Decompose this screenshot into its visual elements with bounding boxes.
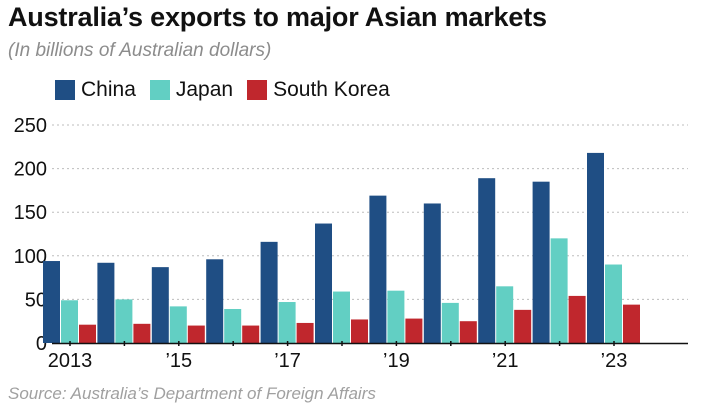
bar-japan (550, 238, 568, 343)
bar-japan (115, 299, 133, 343)
bar-south-korea (351, 319, 368, 343)
bar-japan (496, 286, 514, 343)
bar-japan (224, 308, 242, 343)
y-tick-label: 150 (14, 202, 47, 224)
bar-china (532, 181, 550, 343)
bar-south-korea (79, 324, 96, 343)
bar-japan (61, 300, 78, 343)
bar-china (423, 203, 441, 343)
bar-china (478, 178, 496, 343)
legend: China Japan South Korea (55, 78, 390, 102)
y-tick-label: 50 (25, 289, 47, 311)
x-tick-label: ’23 (601, 350, 628, 372)
bar-south-korea (405, 318, 423, 343)
bar-south-korea (242, 325, 260, 343)
bar-china (587, 152, 604, 343)
bar-japan (605, 264, 622, 343)
chart-title: Australia’s exports to major Asian marke… (8, 2, 547, 32)
chart-source: Source: Australia’s Department of Foreig… (8, 384, 376, 403)
bar-south-korea (623, 304, 640, 343)
legend-label-south-korea: South Korea (273, 78, 390, 101)
legend-swatch-japan (149, 80, 170, 100)
bar-south-korea (187, 325, 205, 343)
bar-south-korea (514, 309, 532, 343)
bar-south-korea (133, 323, 151, 343)
legend-item-china: China (55, 78, 136, 102)
x-tick-label: ’19 (383, 350, 410, 372)
legend-item-japan: Japan (149, 78, 234, 102)
bar-japan (441, 302, 459, 343)
bar-south-korea (296, 322, 314, 343)
legend-swatch-china (55, 80, 75, 100)
x-tick-label: ’15 (165, 350, 192, 372)
bar-china (369, 195, 387, 343)
bar-south-korea (459, 321, 477, 343)
y-tick-label: 250 (14, 115, 47, 137)
bar-china (43, 261, 60, 343)
y-tick-label: 0 (36, 333, 47, 355)
bar-japan (169, 306, 187, 343)
bar-china (97, 262, 115, 343)
x-tick-label: 2013 (48, 350, 93, 372)
chart-subtitle: (In billions of Australian dollars) (8, 40, 272, 61)
bar-china (260, 241, 278, 343)
bar-south-korea (568, 295, 586, 343)
x-tick-label: ’21 (492, 350, 519, 372)
bar-japan (333, 291, 350, 343)
bar-china (315, 223, 332, 343)
y-tick-label: 200 (14, 159, 47, 181)
legend-item-south-korea: South Korea (247, 78, 390, 102)
bar-japan (387, 290, 405, 343)
bar-china (206, 259, 224, 343)
bar-china (151, 267, 169, 343)
legend-label-china: China (81, 78, 136, 101)
legend-label-japan: Japan (175, 78, 234, 101)
y-tick-label: 100 (14, 246, 47, 268)
legend-swatch-south-korea (247, 80, 268, 100)
x-tick-label: ’17 (274, 350, 301, 372)
bar-japan (278, 302, 296, 343)
